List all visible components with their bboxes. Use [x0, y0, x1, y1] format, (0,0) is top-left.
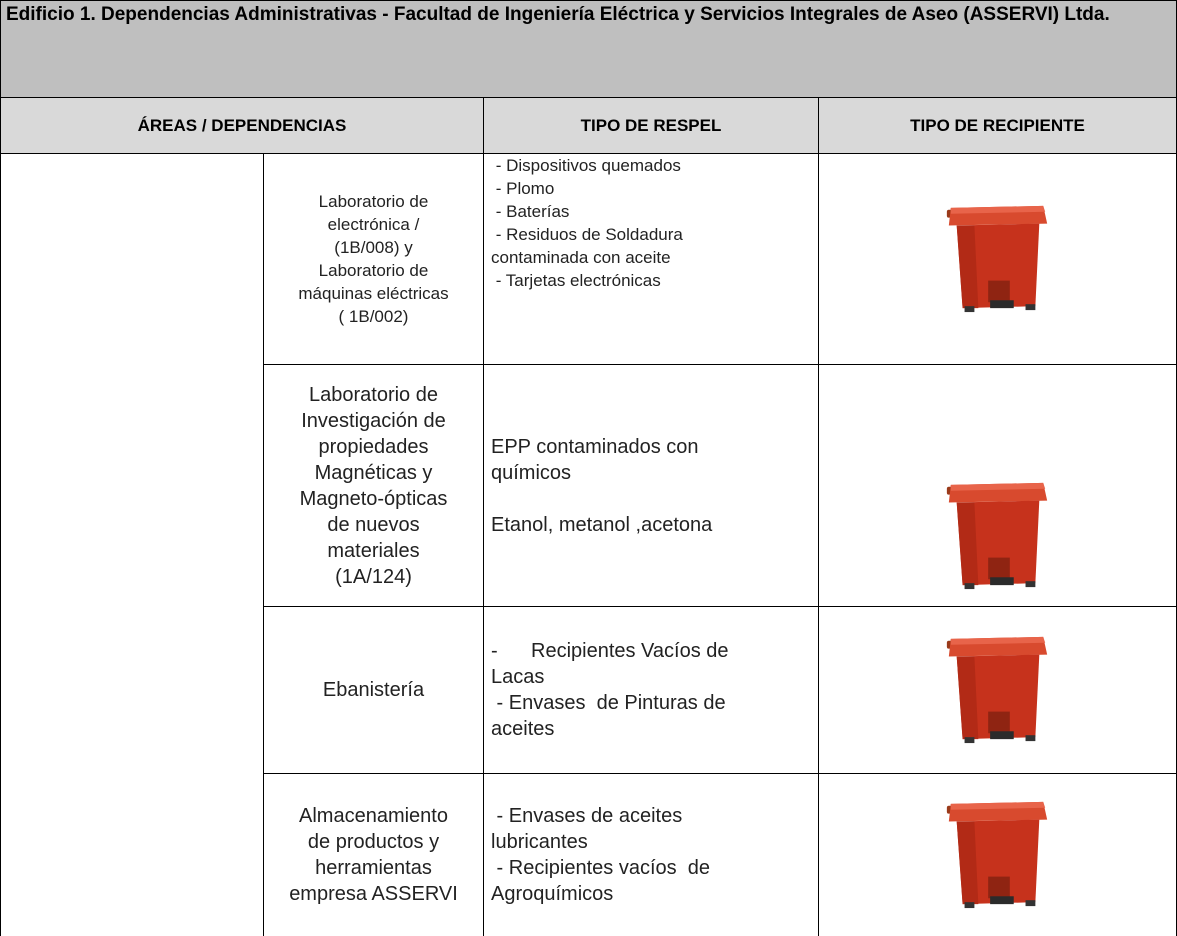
area-line: Investigación de — [301, 409, 446, 432]
respel-cell: - Envases de aceites lubricantes - Recipi… — [483, 773, 819, 936]
area-line: Laboratorio de — [318, 261, 429, 280]
container-cell — [817, 773, 1177, 936]
respel-line: EPP contaminados con — [491, 435, 699, 458]
container-cell — [817, 153, 1177, 365]
respel-group: - Recipientes Vacíos de Lacas - Envases d… — [491, 638, 818, 742]
area-line: Magnéticas y — [314, 461, 433, 484]
header-cell: ÁREAS / DEPENDENCIAS — [0, 97, 484, 154]
area-cell: Almacenamiento de productos y herramientas… — [263, 773, 484, 936]
area-line: (1B/008) y — [334, 238, 413, 257]
respel-cell: - Dispositivos quemados - Plomo - Baterí… — [483, 153, 819, 365]
header-cell: TIPO DE RESPEL — [483, 97, 819, 154]
respel-line: - Envases de Pinturas de — [491, 692, 726, 714]
respel-line: - Recipientes Vacíos de — [491, 640, 729, 662]
area-line: ( 1B/002) — [338, 307, 409, 326]
area-line: de productos y — [307, 831, 440, 853]
respel-line: - Residuos de Soldadura — [491, 225, 683, 244]
area-line: Laboratorio de — [309, 383, 438, 406]
area-line: propiedades — [318, 435, 429, 458]
area-line: Almacenamiento — [299, 805, 448, 827]
container-cell — [817, 364, 1177, 607]
respel-line: - Envases de aceites — [491, 805, 683, 827]
area-cell: Laboratorio de Investigación de propiedade… — [263, 364, 484, 607]
respel-line: - Recipientes vacíos de — [491, 857, 710, 879]
red-bin — [939, 198, 1057, 316]
row: Laboratorio de electrónica / (1B/008) y Lab… — [0, 153, 1177, 936]
respel-line: Lacas — [491, 666, 545, 688]
respel-line: - Baterías — [491, 202, 570, 221]
respel-cell: EPP contaminados con químicos Etanol, meta… — [483, 364, 819, 607]
area-line: Ebanistería — [322, 679, 425, 701]
container-cell — [817, 606, 1177, 774]
row: Almacenamiento de productos y herramientas… — [1, 773, 1177, 936]
respel-line: - Dispositivos quemados — [491, 156, 681, 175]
respel-line: químicos — [491, 461, 572, 484]
title: Edificio 1. Dependencias Administrativas… — [0, 0, 1177, 98]
respel-line: aceites — [491, 718, 555, 740]
row: Laboratorio de Investigación de propiedade… — [1, 364, 1177, 607]
area-line: herramientas — [315, 857, 432, 879]
red-bin — [939, 629, 1057, 747]
respel-group: EPP contaminados con químicos — [491, 434, 818, 486]
respel-line: - Tarjetas electrónicas — [491, 271, 661, 290]
area-line: empresa ASSERVI — [289, 883, 458, 905]
area-cell: Ebanistería — [263, 606, 484, 774]
area-line: Laboratorio de — [318, 192, 429, 211]
respel-line: lubricantes — [491, 831, 588, 853]
red-bin — [939, 475, 1057, 593]
respel-line: Agroquímicos — [491, 883, 614, 905]
area-cell: Laboratorio de electrónica / (1B/008) y Lab… — [263, 153, 484, 365]
respel-line: contaminada con aceite — [491, 248, 671, 267]
area-line: (1A/124) — [335, 565, 412, 588]
respel-group: - Dispositivos quemados - Plomo - Baterí… — [491, 154, 818, 292]
red-bin — [939, 794, 1057, 912]
empty-cell — [0, 153, 264, 936]
area-line: máquinas eléctricas — [298, 284, 449, 303]
respel-group: - Envases de aceites lubricantes - Recipi… — [491, 803, 818, 907]
header-cell: TIPO DE RECIPIENTE — [817, 97, 1177, 154]
respel-line: - Plomo — [491, 179, 555, 198]
area-line: de nuevos — [327, 513, 420, 536]
respel-group: Etanol, metanol ,acetona — [491, 512, 818, 538]
area-line: materiales — [327, 539, 420, 562]
area-line: electrónica / — [327, 215, 420, 234]
respel-cell: - Recipientes Vacíos de Lacas - Envases d… — [483, 606, 819, 774]
respel-line: Etanol, metanol ,acetona — [491, 513, 713, 536]
area-line: Magneto-ópticas — [299, 487, 448, 510]
